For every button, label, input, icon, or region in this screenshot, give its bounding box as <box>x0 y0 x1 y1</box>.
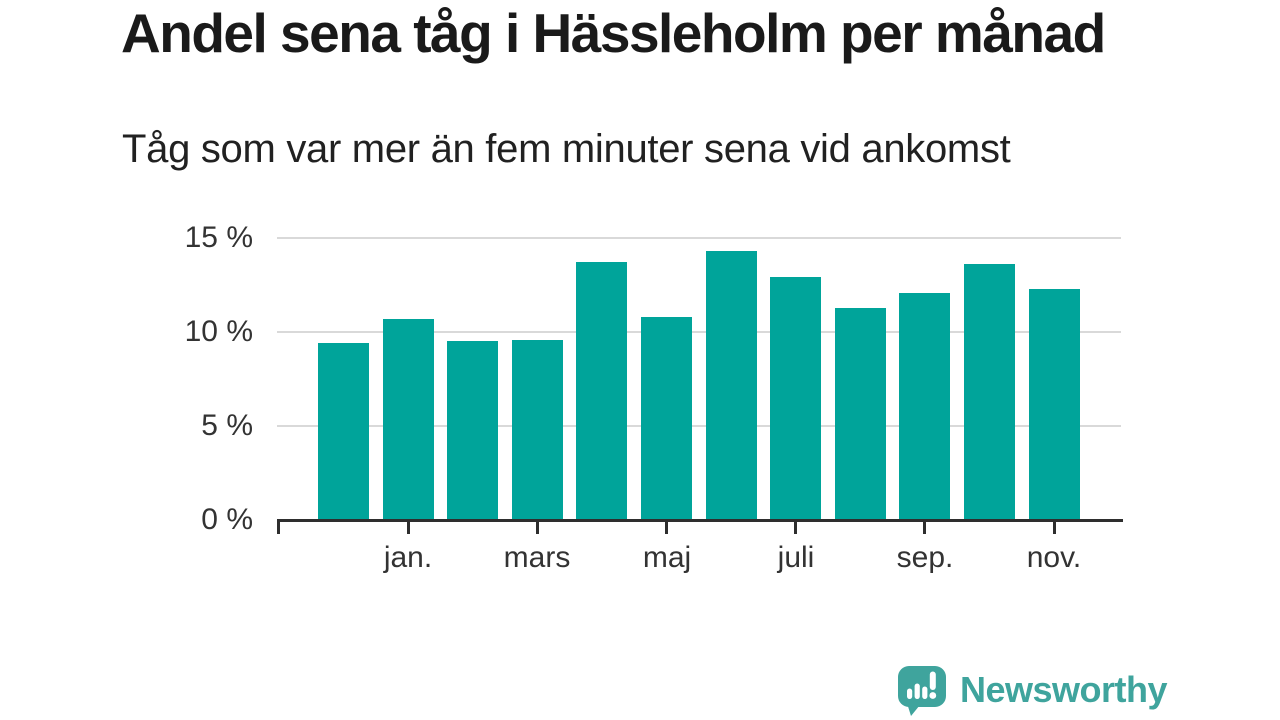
newsworthy-logo: Newsworthy <box>896 664 1168 718</box>
y-axis-label-0pct: 0 % <box>201 503 253 536</box>
bar-maj <box>641 317 692 520</box>
gridline-5pct <box>277 425 1121 427</box>
x-axis-line <box>277 519 1123 522</box>
x-axis-label-nov: nov. <box>1026 541 1082 574</box>
bar-dec <box>318 343 369 520</box>
y-axis-label-15pct: 15 % <box>184 221 253 254</box>
newsworthy-wordmark: Newsworthy <box>960 669 1168 710</box>
gridline-10pct <box>277 331 1121 333</box>
bar-okt <box>964 264 1015 520</box>
x-axis-label-sep: sep. <box>896 541 954 574</box>
bar-apr <box>576 262 627 520</box>
bar-feb <box>447 341 498 520</box>
bar-jan <box>383 319 434 520</box>
bar-nov <box>1029 289 1080 520</box>
x-axis-tick-maj <box>665 522 668 534</box>
x-axis-tick-mars <box>536 522 539 534</box>
bar-juli <box>770 277 821 520</box>
x-axis-label-juli: juli <box>777 541 815 574</box>
x-axis-tick-nov <box>1053 522 1056 534</box>
x-axis-label-maj: maj <box>642 541 692 574</box>
x-axis-label-mars: mars <box>503 541 571 574</box>
gridline-15pct <box>277 237 1121 239</box>
bar-aug <box>835 308 886 520</box>
y-axis-label-5pct: 5 % <box>201 409 253 442</box>
newsworthy-logo-icon <box>898 666 946 716</box>
bar-sep <box>899 293 950 520</box>
x-axis-start-tick <box>277 522 280 534</box>
chart-subtitle: Tåg som var mer än fem minuter sena vid … <box>122 127 1011 171</box>
bar-juni <box>706 251 757 520</box>
x-axis-tick-sep <box>923 522 926 534</box>
x-axis-tick-juli <box>794 522 797 534</box>
x-axis-tick-jan <box>407 522 410 534</box>
chart-title: Andel sena tåg i Hässleholm per månad <box>121 2 1106 64</box>
x-axis-label-jan: jan. <box>383 541 433 574</box>
bar-mars <box>512 340 563 520</box>
y-axis-label-10pct: 10 % <box>184 315 253 348</box>
